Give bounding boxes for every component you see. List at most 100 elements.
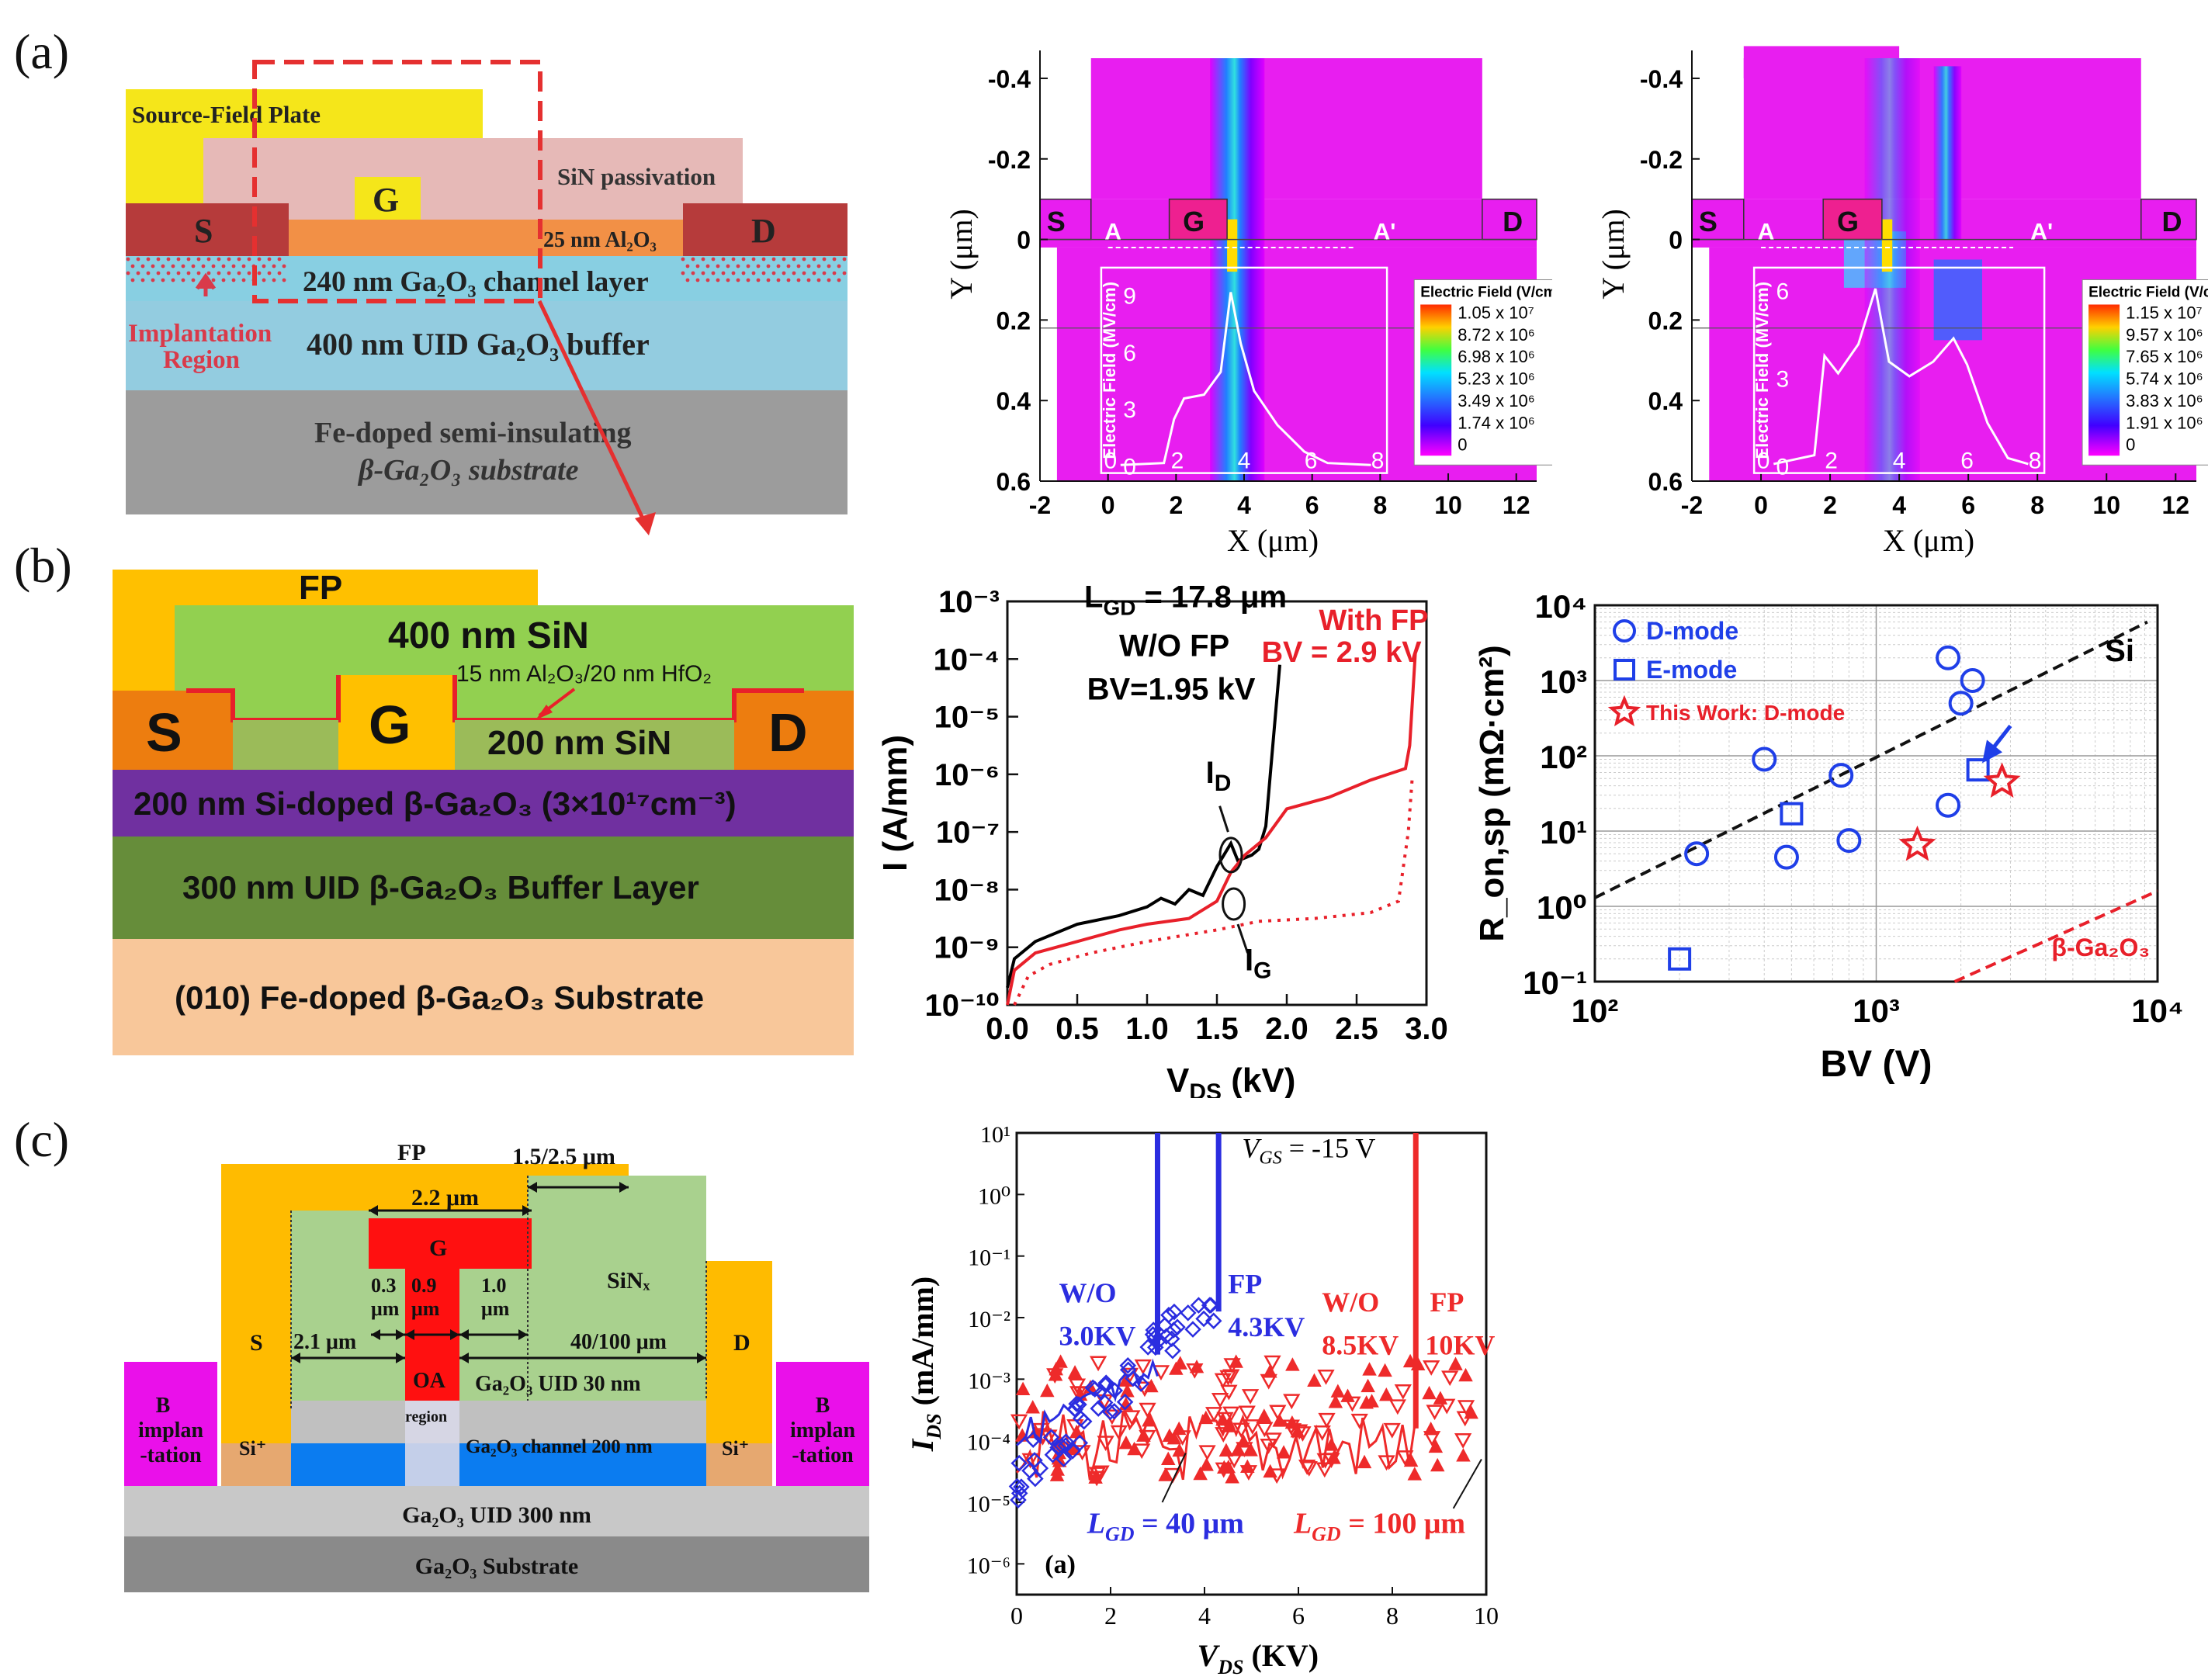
a-implant-dot <box>756 264 761 268</box>
sim-legend-entry: 5.23 x 10⁶ <box>1458 369 1535 389</box>
c-channel-label: Ga₂O₃ channel 200 nm <box>466 1436 653 1457</box>
b-sin2-label: 200 nm SiN <box>487 724 671 762</box>
b-iv-lgd-val: = 17.8 μm <box>1135 580 1287 614</box>
sim-xtick-label: 6 <box>1305 491 1319 519</box>
c-iv-blue-marker <box>1116 1394 1134 1411</box>
b-iv-xtick-label: 2.0 <box>1265 1012 1309 1046</box>
bench-point-dmode <box>1752 746 1777 772</box>
c-oa2-label: region <box>405 1408 447 1425</box>
c-iv-red-open-marker <box>1139 1429 1156 1446</box>
a-implant-dot <box>761 257 766 262</box>
sim-xlabel: X (μm) <box>1883 523 1974 558</box>
c-iv-ytick-label: 10⁻⁴ <box>967 1430 1010 1456</box>
sim-inset-ytick: 6 <box>1776 279 1789 305</box>
c-iv-red-filled-marker <box>1326 1450 1341 1464</box>
a-source-label: S <box>194 212 213 250</box>
c-iv-blue-marker <box>1068 1395 1085 1412</box>
a-implant-dot <box>206 257 211 262</box>
sim-inset-curve <box>1773 288 2029 466</box>
c-iv-blue-marker <box>1169 1318 1186 1336</box>
a-implant-dot <box>771 271 776 275</box>
sim-source-contact <box>1039 198 1092 241</box>
sim-legend-entry: 9.57 x 10⁶ <box>2126 325 2203 345</box>
sim-legend-entry: 3.83 x 10⁶ <box>2126 391 2203 410</box>
a-implant-dot <box>796 278 801 282</box>
c-iv-red-open-marker <box>1423 1360 1440 1376</box>
b-dielectric-label: 15 nm Al₂O₃/20 nm HfO₂ <box>456 661 712 687</box>
sim-legend-colorbar <box>2088 304 2120 456</box>
b-iv-id-sub: D <box>1215 771 1232 796</box>
c-iv-xlabel-sub: DS <box>1217 1656 1243 1676</box>
sim-inset-ytick: 3 <box>1776 367 1789 393</box>
sim-gate-label: G <box>1183 206 1205 237</box>
a-implant-dot <box>161 278 165 282</box>
c-iv-blue-line <box>1016 1358 1159 1446</box>
c-iv-fp-blue-v-label: 4.3KV <box>1228 1311 1305 1342</box>
sim-source-label: S <box>1047 206 1066 237</box>
c-b-left-1: B <box>156 1394 171 1418</box>
sim-inset-xtick: 6 <box>1305 449 1318 474</box>
c-iv-ytick-label: 10⁻⁶ <box>967 1553 1010 1578</box>
bench-point-dmode <box>1960 668 1985 693</box>
a-oxide-layer <box>289 220 683 256</box>
b-iv-xlabel-sub: DS <box>1189 1079 1222 1098</box>
a-implant-dot <box>217 271 221 275</box>
c-iv-blue-marker <box>1105 1402 1123 1420</box>
a-implant-dot <box>741 271 746 275</box>
a-implant-dot <box>140 264 145 268</box>
a-implant-dot <box>171 278 175 282</box>
a-implant-dot <box>751 257 756 262</box>
sim-a2-label: A' <box>2030 220 2053 245</box>
c-iv-red-filled-marker <box>1272 1413 1287 1427</box>
c-iv-vgs-sub: GS <box>1259 1148 1281 1169</box>
a-implant-dot <box>721 271 726 275</box>
a-substrate-label-1: Fe-doped semi-insulating <box>314 417 632 449</box>
a-implant-dot <box>151 278 155 282</box>
c-iv-red-filled-marker <box>1120 1384 1135 1398</box>
sim-xtick-label: -2 <box>1029 491 1051 519</box>
c-iv-lgd40: LGD = 40 μm <box>1087 1508 1244 1546</box>
bench-xtick-label: 10⁴ <box>2131 992 2184 1029</box>
a-implant-dot <box>262 278 266 282</box>
c-iv-blue-marker <box>1090 1400 1107 1417</box>
c-iv-red-filled-marker <box>1407 1467 1423 1481</box>
sim-legend-entry: 6.98 x 10⁶ <box>1458 347 1535 366</box>
c-iv-red-open-marker <box>1426 1405 1444 1421</box>
a-implant-dot <box>837 278 841 282</box>
c-iv-red-open-marker <box>1010 1414 1028 1430</box>
c-b-implant-right <box>776 1362 869 1486</box>
a-implant-dot <box>126 257 130 262</box>
a-implant-dot <box>792 271 796 275</box>
bench-xlabel: BV (V) <box>1821 1044 1932 1085</box>
sim-xtick-label: 2 <box>1823 491 1837 519</box>
b-iv-lgd-l: L <box>1084 580 1103 614</box>
a-implant-dot <box>761 271 766 275</box>
a-buffer-label: 400 nm UID Ga₂O₃ buffer <box>307 327 650 362</box>
c-iv-red-open-marker <box>1269 1405 1287 1421</box>
c-iv-red-open-marker <box>1205 1407 1223 1422</box>
sim-legend-entry: 5.74 x 10⁶ <box>2126 369 2203 389</box>
c-iv-red-filled-marker <box>1171 1421 1187 1436</box>
sim-ytick-label: 0.4 <box>997 387 1031 415</box>
a-implant-label-1: Implantation <box>128 320 272 348</box>
sim-ytick-label: -0.4 <box>988 65 1031 93</box>
a-source-contact <box>126 203 289 256</box>
a-implant-dot <box>191 278 196 282</box>
bench-si-label: Si <box>2105 634 2134 668</box>
b-iv-xlabel-main: V <box>1166 1062 1190 1098</box>
bench-point-this-work <box>1983 762 2021 798</box>
c-uid30-label: Ga₂O₃ UID 30 nm <box>475 1372 641 1396</box>
c-iv-red-open-marker <box>1222 1406 1240 1422</box>
panel-label-c: (c) <box>14 1112 70 1167</box>
a-implant-dot <box>237 271 241 275</box>
sim-xtick-label: 10 <box>2092 491 2120 519</box>
bench-point-dmode <box>1948 691 1974 716</box>
a-implant-dot <box>176 257 181 262</box>
c-iv-red-filled-marker <box>1240 1459 1255 1473</box>
c-iv-lgd100: LGD = 100 μm <box>1293 1508 1465 1546</box>
sim-xtick-label: 8 <box>1373 491 1387 519</box>
b-drain-contact <box>734 691 854 770</box>
b-buffer-label: 300 nm UID β-Ga₂O₃ Buffer Layer <box>182 869 699 906</box>
c-iv-red-filled-marker <box>1173 1356 1188 1370</box>
a-implant-dot <box>726 278 730 282</box>
